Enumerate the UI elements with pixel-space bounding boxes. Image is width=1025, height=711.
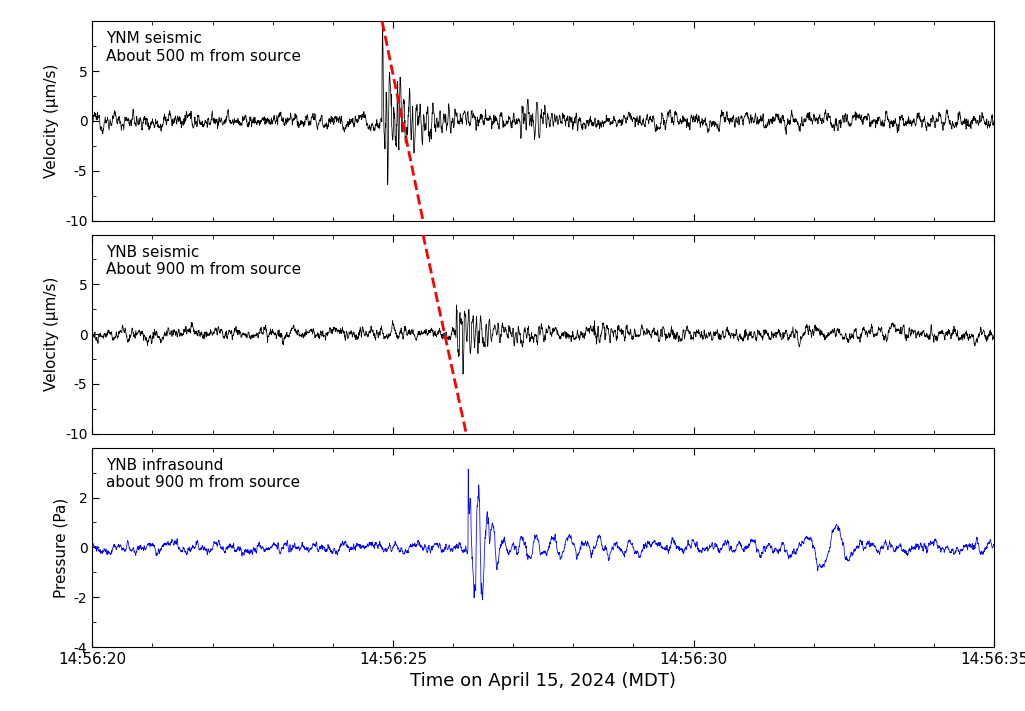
Y-axis label: Velocity (μm/s): Velocity (μm/s)	[44, 277, 59, 391]
Text: YNM seismic
About 500 m from source: YNM seismic About 500 m from source	[106, 31, 300, 64]
Y-axis label: Pressure (Pa): Pressure (Pa)	[53, 497, 69, 597]
Text: YNB infrasound
about 900 m from source: YNB infrasound about 900 m from source	[106, 458, 300, 490]
X-axis label: Time on April 15, 2024 (MDT): Time on April 15, 2024 (MDT)	[410, 673, 676, 690]
Text: YNB seismic
About 900 m from source: YNB seismic About 900 m from source	[106, 245, 301, 277]
Y-axis label: Velocity (μm/s): Velocity (μm/s)	[44, 64, 59, 178]
